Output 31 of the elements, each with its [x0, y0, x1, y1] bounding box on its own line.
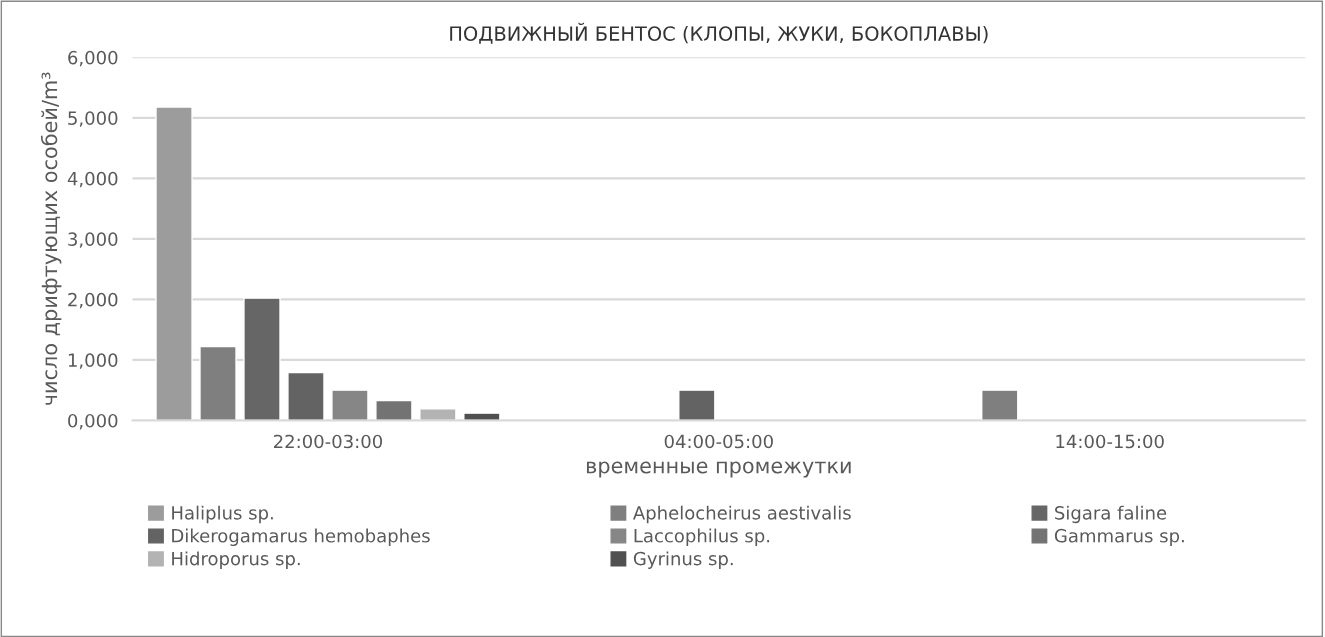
legend-label: Haliplus sp. — [172, 505, 273, 524]
y-tick-label: 1,000 — [68, 353, 118, 369]
legend-label: Gyrinus sp. — [633, 551, 733, 569]
y-axis-title: число дрифтующих особей/m³ — [40, 72, 62, 405]
bar — [678, 389, 716, 421]
y-tick-label: 6,000 — [68, 50, 118, 67]
legend-label: Laccophilus sp. — [634, 528, 770, 547]
y-tick-label: 5,000 — [68, 111, 118, 127]
legend-label: Gammarus sp. — [1054, 528, 1184, 547]
legend-label: Dikerogamarus hemobaphes — [172, 528, 430, 547]
bar — [287, 371, 325, 421]
chart-title: ПОДВИЖНЫЙ БЕНТОС (КЛОПЫ, ЖУКИ, БОКОПЛАВЫ) — [450, 22, 988, 44]
legend-label: Aphelocheirus aestivalis — [633, 505, 851, 524]
y-tick-label: 0,000 — [68, 413, 118, 430]
x-tick-label: 14:00-15:00 — [1056, 434, 1164, 449]
y-tick-label: 2,000 — [68, 292, 118, 309]
bar — [375, 399, 413, 421]
bar — [155, 106, 193, 421]
bar — [199, 345, 237, 421]
bar — [463, 412, 501, 421]
x-tick-label: 22:00-03:00 — [273, 434, 383, 449]
legend-label: Hidroporus sp. — [172, 551, 300, 569]
bar — [419, 408, 457, 421]
x-axis-title: временные промежутки — [586, 461, 851, 478]
x-tick-label: 04:00-05:00 — [664, 434, 773, 449]
bar — [243, 297, 281, 421]
y-tick-label: 3,000 — [68, 232, 118, 248]
bar — [331, 389, 369, 421]
y-tick-label: 4,000 — [67, 171, 118, 188]
legend-label: Sigara faline — [1055, 505, 1167, 524]
bar — [981, 389, 1019, 421]
